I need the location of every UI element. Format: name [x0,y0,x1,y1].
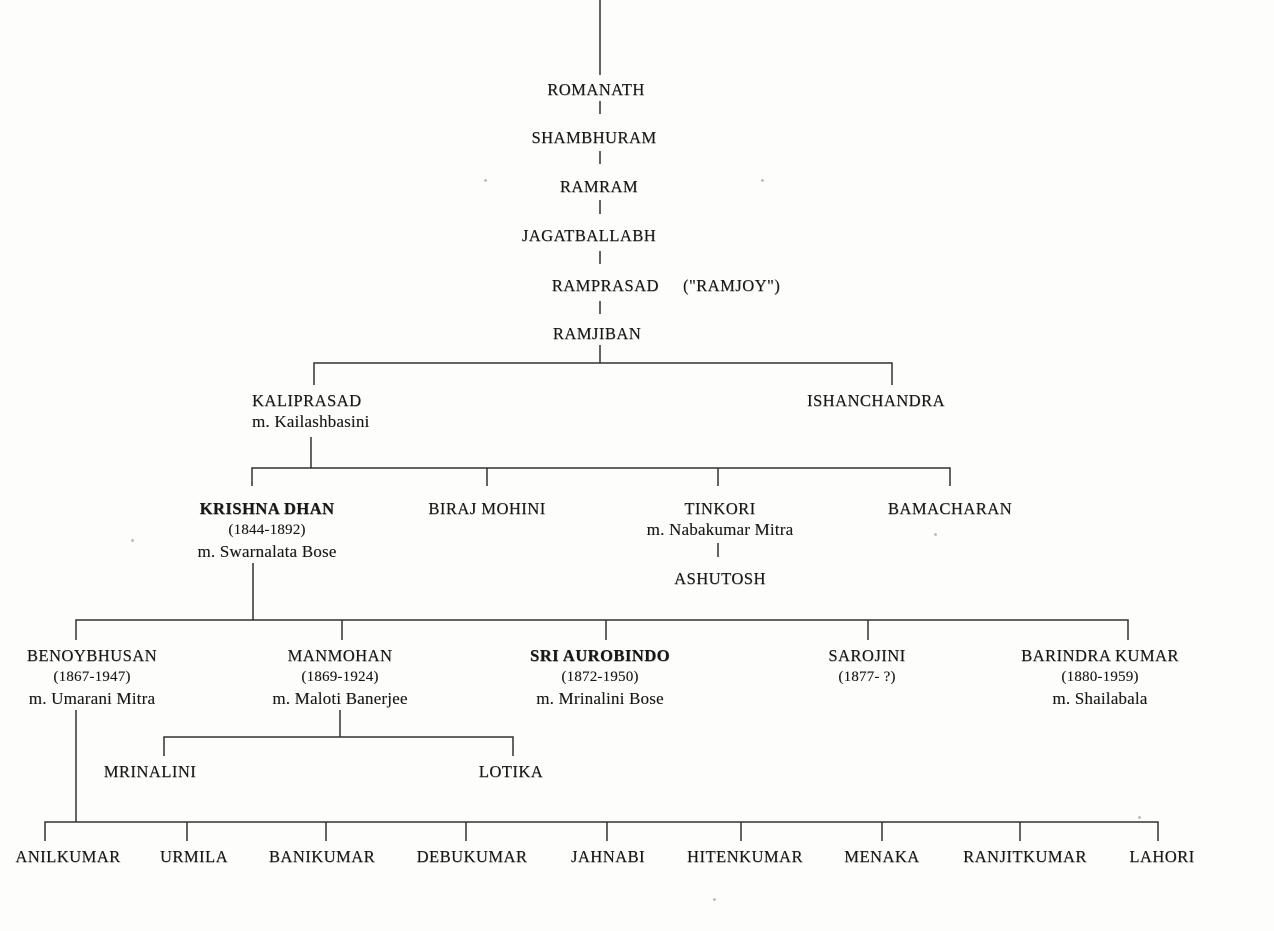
person-mrinalini: MRINALINI [104,762,197,782]
person-name: SAROJINI [828,646,906,665]
person-name: JAHNABI [570,847,646,866]
person-name: ISHANCHANDRA [806,391,946,410]
benoybhusan-children-lines [44,821,1159,841]
person-menaka: MENAKA [844,847,919,867]
person-anilkumar: ANILKUMAR [15,847,120,867]
person-jahnabi: JAHNABI [571,847,645,867]
person-name: KALIPRASAD [252,391,362,410]
kaliprasad-children-lines [251,437,951,486]
person-spouse: m. Nabakumar Mitra [646,520,794,539]
person-romanath: ROMANATH [547,80,645,100]
person-name: BENOYBHUSAN [26,646,158,665]
person-spouse: m. Mrinalini Bose [536,689,664,708]
connector-path [44,821,1159,841]
connector-path [75,563,1129,640]
person-hitenkumar: HITENKUMAR [687,847,803,867]
person-dates: (1869-1924) [301,669,379,685]
person-name: ANILKUMAR [15,847,121,866]
person-name: SHAMBHURAM [531,128,657,147]
person-sri-aurobindo: SRI AUROBINDO (1872-1950) m. Mrinalini B… [530,646,670,710]
connector-path [313,362,893,385]
ramjiban-children-lines [313,362,893,385]
person-name: LOTIKA [478,762,544,781]
person-benoybhusan: BENOYBHUSAN (1867-1947) m. Umarani Mitra [27,646,157,710]
krishnadhan-children-lines [75,563,1129,640]
person-spouse: m. Kailashbasini [252,412,370,431]
scan-speck [934,533,937,536]
person-banikumar: BANIKUMAR [269,847,375,867]
person-name: RAMJIBAN [552,324,642,343]
person-dates: (1867-1947) [53,669,131,685]
person-name: SRI AUROBINDO [530,646,670,665]
person-name: ASHUTOSH [674,569,766,588]
person-spouse: m. Umarani Mitra [28,689,156,708]
person-spouse: m. Maloti Banerjee [272,689,408,708]
person-ranjitkumar: RANJITKUMAR [963,847,1087,867]
person-jagatballabh: JAGATBALLABH [522,226,656,246]
person-ashutosh: ASHUTOSH [674,569,766,589]
person-name: RANJITKUMAR [963,847,1087,866]
person-lotika: LOTIKA [479,762,543,782]
connector-path [251,437,951,486]
person-name: TINKORI [684,499,756,518]
person-ramram: RAMRAM [560,177,638,197]
person-name: HITENKUMAR [687,847,803,866]
person-debukumar: DEBUKUMAR [417,847,528,867]
person-krishna-dhan: KRISHNA DHAN (1844-1892) m. Swarnalata B… [197,499,336,563]
person-name: DEBUKUMAR [416,847,528,866]
person-name: MANMOHAN [287,646,393,665]
person-manmohan: MANMOHAN (1869-1924) m. Maloti Banerjee [272,646,407,710]
connector-path [163,710,514,756]
person-name: RAMRAM [559,177,639,196]
person-spouse: m. Swarnalata Bose [197,542,337,561]
person-dates: (1844-1892) [228,522,306,538]
manmohan-children-lines [163,710,514,756]
person-alias: ("RAMJOY") [682,276,781,295]
person-name: BAMACHARAN [887,499,1013,518]
person-name: MENAKA [844,847,920,866]
person-name: KRISHNA DHAN [199,499,335,518]
scan-speck [761,179,764,182]
person-barindra-kumar: BARINDRA KUMAR (1880-1959) m. Shailabala [1021,646,1179,710]
person-kaliprasad: KALIPRASAD m. Kailashbasini [252,391,369,433]
person-name: MRINALINI [103,762,197,781]
person-name: RAMPRASAD [551,276,659,295]
scan-speck [1138,816,1141,819]
person-name: BANIKUMAR [268,847,376,866]
person-name: URMILA [159,847,229,866]
person-tinkori: TINKORI m. Nabakumar Mitra [647,499,794,541]
scan-speck [713,898,716,901]
person-lahori: LAHORI [1129,847,1194,867]
person-ishanchandra: ISHANCHANDRA [807,391,945,411]
person-biraj-mohini: BIRAJ MOHINI [428,499,545,519]
person-name: BARINDRA KUMAR [1021,646,1179,665]
scan-speck [131,539,134,542]
person-sarojini: SAROJINI (1877- ?) [828,646,905,688]
person-bamacharan: BAMACHARAN [888,499,1012,519]
scan-speck [484,179,487,182]
person-name: ROMANATH [547,80,645,99]
person-ramprasad: RAMPRASAD ("RAMJOY") [552,276,781,296]
person-spouse: m. Shailabala [1052,689,1148,708]
person-dates: (1877- ?) [838,669,896,685]
person-dates: (1872-1950) [561,669,639,685]
person-name: LAHORI [1129,847,1195,866]
person-shambhuram: SHAMBHURAM [531,128,656,148]
person-ramjiban: RAMJIBAN [553,324,641,344]
person-dates: (1880-1959) [1061,669,1139,685]
person-name: JAGATBALLABH [521,226,657,245]
person-urmila: URMILA [160,847,228,867]
person-name: BIRAJ MOHINI [428,499,546,518]
